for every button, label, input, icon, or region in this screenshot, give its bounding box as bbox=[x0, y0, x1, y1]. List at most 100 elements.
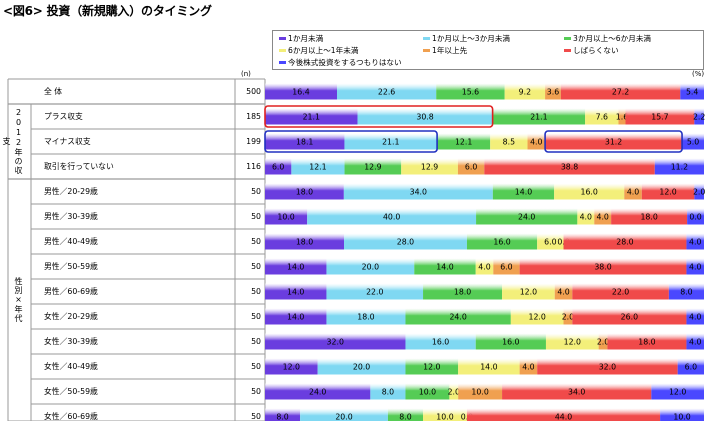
legend-swatch bbox=[564, 48, 571, 52]
data-label: 18.0 bbox=[296, 188, 313, 197]
bar-segment bbox=[572, 283, 669, 300]
legend-item: しばらくない bbox=[564, 46, 619, 56]
bar-segment bbox=[554, 183, 625, 200]
row-label: 男性／60-69歳 bbox=[44, 286, 98, 296]
bar-segment bbox=[405, 383, 450, 400]
bar-segment bbox=[527, 133, 546, 150]
data-label: 15.7 bbox=[651, 113, 668, 122]
data-label: 12.0 bbox=[564, 338, 581, 347]
legend-item: 3か月以上～6か月未満 bbox=[564, 34, 651, 44]
sample-size: 50 bbox=[251, 386, 261, 396]
data-label: 2.0 bbox=[693, 188, 705, 197]
bar-segment bbox=[326, 258, 415, 275]
bar-segment bbox=[344, 158, 402, 175]
bar-segment bbox=[694, 183, 704, 200]
bar-segment bbox=[449, 383, 459, 400]
bar-segment bbox=[414, 258, 476, 275]
data-label: 6.0 bbox=[465, 163, 477, 172]
bar-segment bbox=[343, 183, 493, 200]
data-label: 12.0 bbox=[669, 388, 686, 397]
data-label: 32.0 bbox=[599, 363, 616, 372]
row-label: 女性／60-69歳 bbox=[44, 411, 98, 421]
row-label: 取引を行っていない bbox=[44, 161, 114, 171]
legend-label: 3か月以上～6か月未満 bbox=[573, 34, 652, 43]
bar-segment bbox=[680, 83, 704, 100]
bar-segment bbox=[668, 283, 704, 300]
data-label: 14.0 bbox=[287, 263, 304, 272]
legend-swatch bbox=[423, 36, 430, 40]
data-label: 1.6 bbox=[616, 113, 628, 122]
legend-swatch bbox=[279, 60, 286, 64]
data-label: 4.0 bbox=[478, 263, 490, 272]
data-label: 14.0 bbox=[480, 363, 497, 372]
data-label: 15.6 bbox=[462, 88, 479, 97]
bar-segment bbox=[265, 258, 327, 275]
data-label: 38.0 bbox=[594, 263, 611, 272]
data-label: 18.0 bbox=[640, 213, 657, 222]
group-label-gender-age: 性別×年代 bbox=[12, 179, 24, 421]
bar-segment bbox=[265, 83, 337, 100]
bar-segment bbox=[686, 258, 704, 275]
group-label-income: 2012年の収支 bbox=[2, 104, 24, 179]
sample-size: 199 bbox=[246, 136, 261, 146]
bar-segment bbox=[572, 308, 687, 325]
data-label: 14.0 bbox=[287, 288, 304, 297]
legend-item: 1か月未満 bbox=[279, 34, 323, 44]
bar-segment bbox=[618, 108, 626, 125]
data-label: 12.0 bbox=[520, 288, 537, 297]
bar-segment bbox=[336, 83, 437, 100]
row-label: マイナス収支 bbox=[44, 136, 91, 146]
data-label: 14.0 bbox=[287, 313, 304, 322]
data-label: 18.0 bbox=[357, 313, 374, 322]
row-label: 全 体 bbox=[44, 86, 63, 96]
data-label: 28.0 bbox=[616, 238, 633, 247]
bar-segment bbox=[493, 258, 520, 275]
legend-label: 1か月以上～3か月未満 bbox=[432, 34, 511, 43]
legend-item: 1年以上先 bbox=[423, 46, 467, 56]
data-label: 16.0 bbox=[581, 188, 598, 197]
data-label: 4.0 bbox=[627, 188, 639, 197]
bar-segment bbox=[265, 233, 345, 250]
legend-label: 今後株式投資をするつもりはない bbox=[288, 58, 402, 67]
sample-size: 500 bbox=[246, 86, 261, 96]
bar-segment bbox=[641, 183, 695, 200]
data-label: 4.0 bbox=[580, 213, 592, 222]
bar-segment bbox=[265, 308, 327, 325]
data-label: 38.8 bbox=[561, 163, 578, 172]
bar-segment bbox=[519, 358, 538, 375]
data-label: 14.0 bbox=[515, 188, 532, 197]
bar-segment bbox=[545, 333, 599, 350]
bar-segment bbox=[387, 408, 424, 421]
data-label: 16.0 bbox=[432, 338, 449, 347]
bar-segment bbox=[458, 383, 503, 400]
legend-item: 1か月以上～3か月未満 bbox=[423, 34, 510, 44]
bar-segment bbox=[594, 208, 612, 225]
sample-size: 50 bbox=[251, 286, 261, 296]
legend-label: しばらくない bbox=[573, 46, 619, 55]
bar-segment bbox=[291, 158, 345, 175]
bar-segment bbox=[317, 358, 406, 375]
bar-segment bbox=[265, 333, 406, 350]
data-label: 4.0 bbox=[557, 288, 569, 297]
bar-segment bbox=[436, 83, 505, 100]
data-label: 8.0 bbox=[382, 388, 394, 397]
data-label: 11.2 bbox=[671, 163, 688, 172]
data-label: 12.0 bbox=[283, 363, 300, 372]
bar-segment bbox=[357, 108, 493, 125]
bar-segment bbox=[492, 183, 555, 200]
bar-segment bbox=[265, 358, 318, 375]
data-label: 12.0 bbox=[528, 313, 545, 322]
bar-segment bbox=[475, 258, 494, 275]
highlight-box bbox=[264, 130, 438, 153]
data-label: 4.0 bbox=[522, 363, 534, 372]
row-label: 男性／50-59歳 bbox=[44, 261, 98, 271]
data-label: 8.5 bbox=[503, 138, 515, 147]
data-label: 21.1 bbox=[530, 113, 547, 122]
data-label: 10.0 bbox=[419, 388, 436, 397]
data-label: 20.0 bbox=[362, 263, 379, 272]
bar-segment bbox=[457, 158, 485, 175]
data-label: 0.0 bbox=[689, 213, 701, 222]
bar-segment bbox=[344, 133, 438, 150]
data-label: 18.0 bbox=[454, 288, 471, 297]
row-label: 男性／40-49歳 bbox=[44, 236, 98, 246]
